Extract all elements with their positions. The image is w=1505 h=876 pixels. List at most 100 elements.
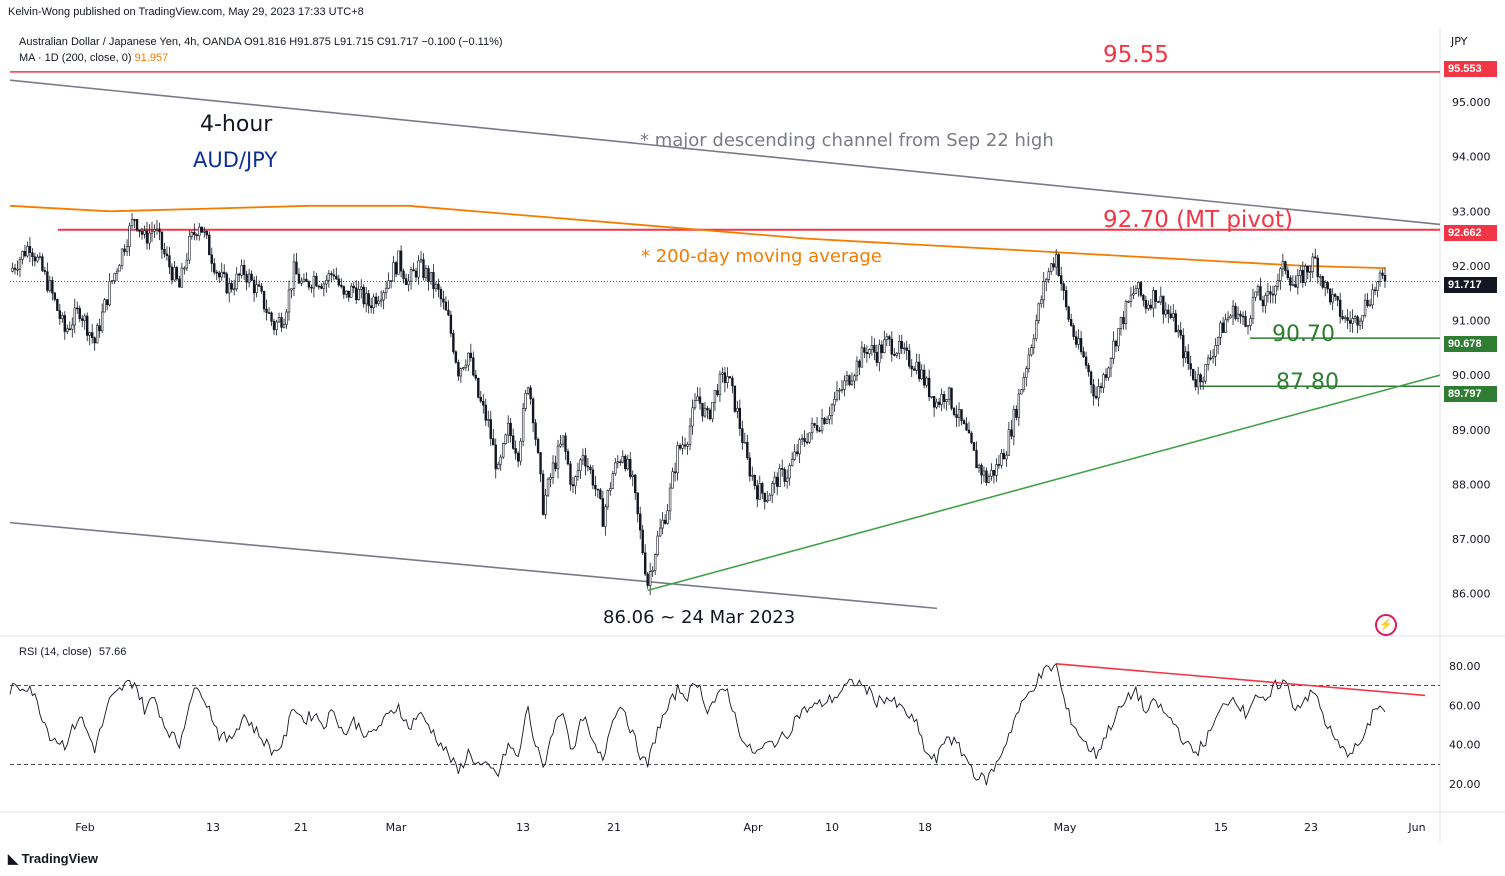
candle-body: [776, 476, 779, 487]
candle-body: [1336, 296, 1339, 301]
candle-body: [873, 345, 876, 353]
candle-body: [1361, 315, 1364, 322]
candle-body: [1196, 374, 1200, 388]
candle-body: [663, 519, 667, 524]
candle-body: [604, 506, 607, 527]
candle-body: [591, 469, 595, 486]
candle-body: [556, 445, 560, 470]
candle-body: [895, 352, 898, 356]
candle-body: [1010, 429, 1013, 437]
time-tick-label: 21: [607, 821, 621, 834]
candle-body: [1291, 284, 1295, 286]
candle-body: [723, 372, 727, 383]
candle-body: [621, 455, 624, 463]
candle-body: [820, 418, 824, 432]
support-label-1: 90.70: [1272, 322, 1335, 347]
candle-body: [1296, 275, 1300, 288]
candle-body: [404, 278, 408, 285]
candle-body: [108, 281, 111, 306]
candle-body: [992, 469, 996, 476]
candle-body: [379, 299, 383, 302]
candle-body: [1321, 276, 1324, 288]
candle-body: [1104, 374, 1108, 378]
candle-body: [763, 492, 766, 502]
candle-body: [105, 299, 109, 306]
candle-body: [1333, 294, 1337, 297]
candle-body: [1062, 283, 1065, 291]
candle-body: [546, 478, 550, 496]
candle-body: [160, 231, 164, 250]
candle-body: [1152, 290, 1155, 309]
candle-body: [678, 445, 682, 449]
candle-body: [474, 374, 478, 379]
candle-body: [848, 375, 851, 385]
candle-body: [860, 347, 864, 368]
candle-body: [21, 251, 24, 260]
candle-body: [828, 414, 831, 420]
candle-body: [980, 464, 983, 476]
ma-indicator-legend[interactable]: MA · 1D (200, close, 0) 91.957: [19, 52, 168, 64]
candle-body: [726, 376, 729, 383]
support-label-2: 87.80: [1276, 370, 1339, 395]
candle-body: [1177, 330, 1180, 333]
candle-body: [1324, 282, 1327, 288]
candle-body: [484, 404, 487, 421]
candle-body: [414, 270, 418, 278]
candle-body: [728, 376, 732, 379]
candle-body: [1099, 386, 1103, 388]
lightning-icon[interactable]: ⚡: [1375, 614, 1397, 636]
candle-body: [746, 441, 749, 459]
candle-body: [123, 248, 126, 252]
candle-body: [945, 399, 948, 402]
candle-body: [1286, 270, 1290, 279]
candle-body: [1326, 282, 1329, 290]
candle-body: [840, 389, 844, 391]
currency-label: JPY: [1451, 35, 1468, 48]
candle-body: [1358, 320, 1362, 326]
time-tick-label: 13: [516, 821, 530, 834]
candle-body: [175, 267, 179, 280]
candle-body: [193, 232, 196, 236]
candle-body: [262, 290, 266, 310]
candle-body: [95, 325, 99, 344]
candle-body: [1214, 345, 1217, 357]
candle-body: [464, 364, 468, 368]
candle-body: [521, 408, 525, 442]
candle-body: [1094, 395, 1098, 399]
ma-indicator-label: MA · 1D (200, close, 0): [19, 52, 132, 64]
candle-body: [1201, 380, 1205, 383]
candle-body: [766, 499, 769, 502]
candle-body: [185, 259, 189, 269]
rsi-tick-label: 20.00: [1449, 778, 1481, 791]
candle-body: [815, 425, 819, 431]
candle-body: [1341, 316, 1344, 319]
candle-body: [345, 290, 348, 295]
candle-body: [955, 414, 958, 418]
candle-body: [1172, 313, 1175, 318]
candle-body: [576, 470, 580, 477]
candle-body: [252, 279, 256, 294]
candle-body: [1127, 301, 1130, 303]
candle-body: [589, 466, 592, 471]
symbol-info[interactable]: Australian Dollar / Japanese Yen, 4h, OA…: [19, 36, 503, 48]
candle-body: [355, 287, 358, 301]
candle-body: [666, 510, 669, 524]
candle-body: [780, 468, 784, 470]
candle-body: [53, 292, 57, 300]
candle-body: [260, 285, 263, 292]
rsi-legend[interactable]: RSI (14, close) 57.66: [19, 646, 126, 658]
candle-body: [1134, 288, 1138, 294]
candle-body: [1015, 408, 1018, 418]
candle-body: [487, 419, 490, 421]
candle-body: [1246, 325, 1250, 327]
candle-body: [1057, 254, 1060, 276]
tradingview-logo[interactable]: ◣ TradingView: [8, 851, 98, 867]
candle-body: [1144, 299, 1148, 309]
candle-body: [681, 444, 684, 449]
candle-body: [1338, 299, 1342, 317]
candle-body: [878, 344, 881, 363]
candle-body: [1114, 340, 1118, 347]
time-tick-label: Feb: [75, 821, 94, 834]
candle-body: [519, 440, 522, 462]
